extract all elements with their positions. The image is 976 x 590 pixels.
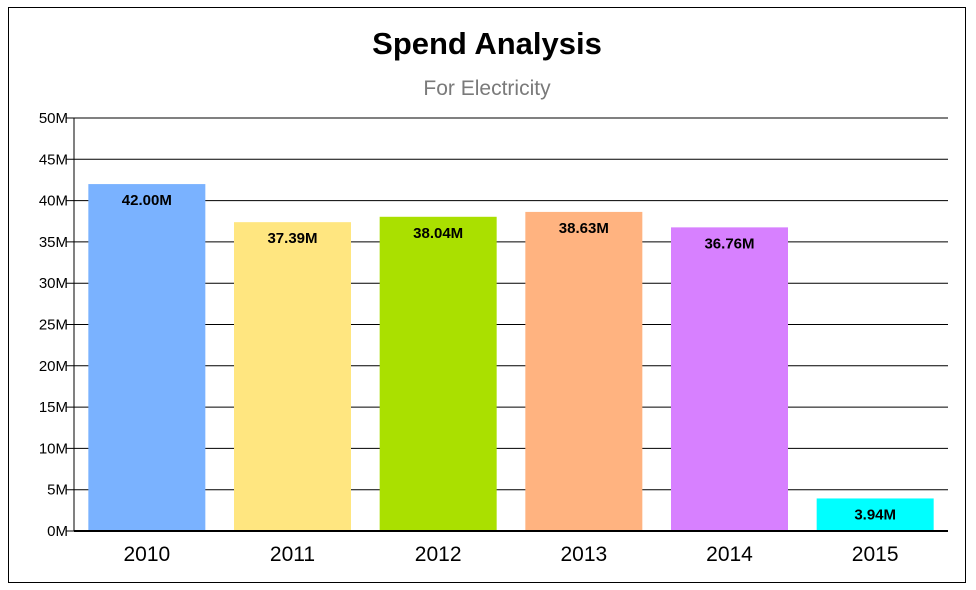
bar-2015 [816, 498, 934, 531]
y-tick-label: 25M [39, 317, 68, 334]
bar-2014 [671, 227, 788, 531]
x-tick-label: 2014 [706, 543, 753, 566]
data-label: 38.63M [559, 220, 609, 237]
bar-2012 [379, 216, 497, 531]
x-tick-label: 2011 [270, 543, 315, 566]
chart-subtitle: For Electricity [423, 77, 551, 100]
x-tick-label: 2012 [415, 543, 462, 566]
x-tick-label: 2015 [852, 543, 899, 566]
x-tick-label: 2010 [123, 543, 170, 566]
y-tick-label: 45M [39, 151, 68, 168]
x-tick-label: 2013 [560, 543, 607, 566]
y-tick-label: 40M [39, 193, 68, 210]
axes [73, 118, 948, 532]
y-tick-label: 35M [39, 234, 68, 251]
gridlines [66, 117, 948, 532]
y-tick-label: 50M [39, 110, 68, 127]
y-tick-label: 15M [39, 399, 68, 416]
y-tick-label: 0M [47, 523, 68, 540]
bar-2013 [525, 211, 643, 531]
labels: 0M 5M 10M 15M 20M 25M 30M 35M 40M 45M 50M 42.00M 201… [39, 110, 899, 566]
data-label: 42.00M [122, 192, 172, 209]
bars [88, 184, 934, 531]
data-label: 37.39M [267, 230, 317, 247]
data-label: 38.04M [413, 225, 463, 242]
y-tick-label: 30M [39, 275, 68, 292]
data-label: 36.76M [704, 235, 754, 252]
y-tick-label: 10M [39, 440, 68, 457]
bar-2010 [88, 184, 206, 531]
bar-2011 [234, 222, 351, 531]
y-tick-label: 5M [47, 482, 68, 499]
y-tick-label: 20M [39, 358, 68, 375]
chart-title: Spend Analysis [372, 26, 602, 61]
data-label: 3.94M [854, 506, 896, 523]
